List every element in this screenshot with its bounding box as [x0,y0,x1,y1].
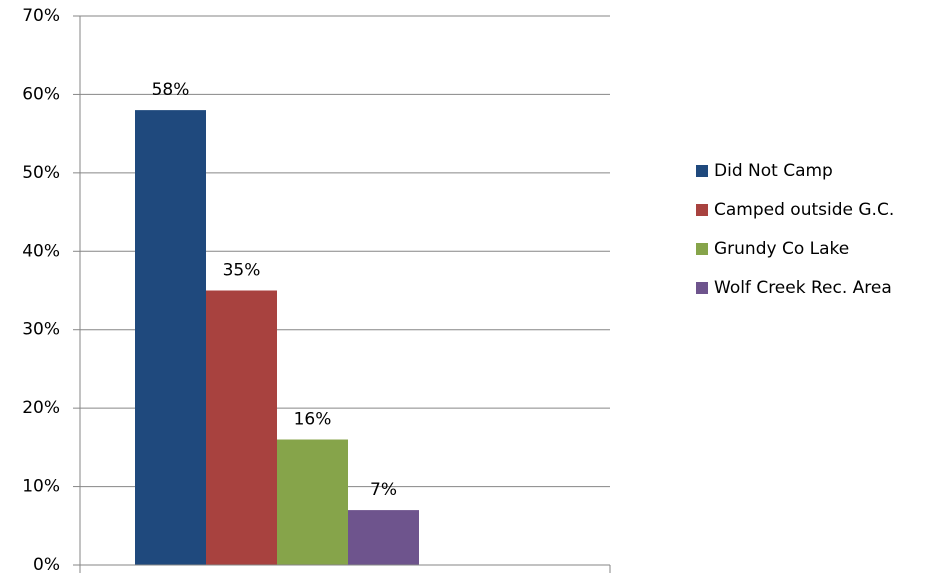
bar [206,290,277,565]
y-tick-label: 50% [22,163,60,183]
legend-label: Wolf Creek Rec. Area [714,278,892,298]
legend-swatch [696,282,708,294]
bar [348,510,419,565]
bar [277,439,348,565]
legend-swatch [696,243,708,255]
bar [135,110,206,565]
y-tick-label: 40% [22,241,60,261]
legend-label: Did Not Camp [714,161,833,181]
data-label: 35% [223,261,261,281]
data-label: 58% [152,80,190,100]
y-tick-label: 10% [22,477,60,497]
legend-label: Grundy Co Lake [714,239,849,259]
data-label: 16% [294,410,332,430]
legend-label: Camped outside G.C. [714,200,894,220]
legend-swatch [696,204,708,216]
y-tick-label: 30% [22,320,60,340]
y-tick-label: 70% [22,6,60,26]
y-tick-label: 60% [22,84,60,104]
legend-swatch [696,165,708,177]
data-label: 7% [370,480,397,500]
y-tick-label: 0% [33,555,60,575]
y-tick-label: 20% [22,398,60,418]
